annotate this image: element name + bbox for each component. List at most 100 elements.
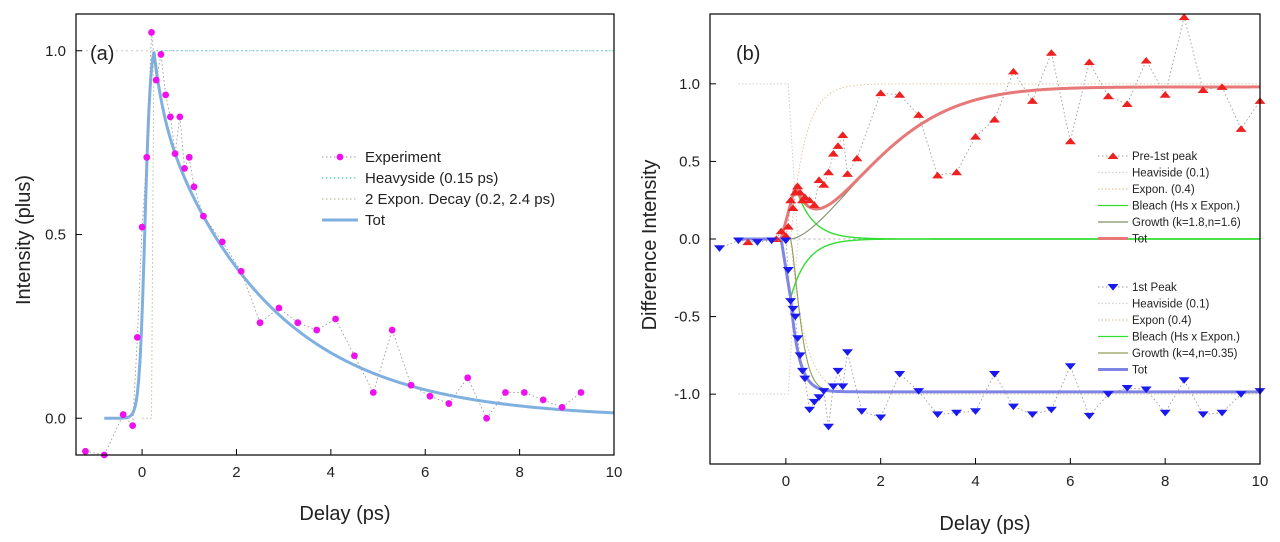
panel-a-experiment-point (190, 183, 198, 191)
panel-a-legend-label-2-expon-decay-0-2-2-4-ps: 2 Expon. Decay (0.2, 2.4 ps) (365, 191, 555, 208)
panel-b-1st-peak-point (1026, 411, 1038, 418)
panel-b-y-tick-label: -1.0 (674, 386, 700, 403)
panel-a-experiment-point (129, 422, 137, 429)
panel-a-y-tick-label: 0.0 (45, 410, 66, 427)
panel-a-x-tick-label: 8 (515, 464, 523, 481)
panel-b-y-tick-label: 0.0 (679, 231, 700, 248)
panel-b-1st-peak-point (1121, 384, 1133, 392)
panel-b-legend2-marker-1st-peak (1107, 284, 1119, 291)
panel-b-1st-peak-point (1102, 391, 1114, 398)
panel-a-experiment-point (218, 238, 226, 246)
panel-a-experiment-point (313, 326, 321, 334)
panel-b-1st-peak-point (1007, 403, 1019, 411)
panel-b-legend2-label-expon-0-4: Expon (0.4) (1132, 315, 1192, 327)
panel-b-pre-1st-peak-point (1159, 91, 1171, 98)
panel-a-experiment-point (275, 304, 283, 312)
panel-a-experiment-connector-line (85, 32, 582, 456)
panel-b-pre-1st-peak-point (827, 150, 839, 157)
panel-b-1st-peak-point (837, 383, 849, 391)
panel-a-ticks: 0 2 4 6 8 10 0.0 0.5 1.0 (45, 43, 622, 481)
panel-b-pre-1st-peak-point (913, 111, 925, 118)
panel-b-tot-upper-curve (738, 85, 1260, 241)
panel-a-legend-marker-experiment (336, 153, 344, 161)
panel-b-pre-1st-peak-point (1083, 58, 1095, 66)
panel-b-pre-1st-peak-point (1140, 56, 1152, 64)
panel-a-experiment-point (181, 164, 188, 172)
panel-b-pre-1st-peak-point (1197, 86, 1209, 94)
panel-a-experiment-point (351, 352, 358, 360)
panel-a-experiment-point (237, 267, 245, 275)
panel-b-1st-peak-point (1235, 391, 1247, 398)
panel-b-pre-1st-peak-point (818, 181, 830, 188)
panel-a-experiment-point (445, 400, 453, 407)
panel-b-1st-peak-point (1083, 412, 1095, 420)
panel-b-x-axis-title: Delay (ps) (939, 513, 1030, 535)
panel-b-legend: Pre-1st peak Heaviside (0.1) Expon. (0.4) B… (1098, 151, 1241, 377)
panel-b-1st-peak-point (713, 245, 725, 252)
panel-a-curves (76, 50, 615, 420)
panel-a-experiment-point (200, 212, 207, 220)
panel-b-tag: (b) (736, 43, 760, 65)
panel-b-1st-peak-point (875, 414, 887, 422)
panel-a-experiment-point (369, 389, 377, 396)
panel-a-experiment-point (148, 28, 155, 36)
panel-b-pre-1st-peak-point (1235, 125, 1247, 132)
panel-b-pre-1st-peak-point (1045, 49, 1057, 56)
panel-b-1st-peak-point (832, 367, 844, 375)
panel-b-legend1-label-tot: Tot (1132, 234, 1148, 246)
panel-b-legend2-label-1st-peak: 1st Peak (1132, 282, 1177, 294)
panel-a-x-axis-title: Delay (ps) (299, 503, 390, 525)
panel-b-pre-1st-peak-point (832, 142, 844, 149)
panel-b-pre-1st-peak-point (742, 238, 754, 246)
panel-b-pre-1st-peak-point (1178, 13, 1190, 21)
panel-b-y-tick-label: -0.5 (674, 309, 700, 326)
panel-b-1st-peak-point (1140, 386, 1152, 394)
panel-a-legend: Experiment Heavyside (0.15 ps) 2 Expon. De… (322, 149, 555, 229)
panel-a-experiment-point (157, 51, 165, 58)
panel-b-legend2-label-tot: Tot (1132, 365, 1148, 377)
panel-b-1st-peak-point (827, 383, 839, 391)
panel-a-experiment-point (176, 113, 184, 121)
panel-b-legend1-label-heaviside-0-1: Heaviside (0.1) (1132, 168, 1210, 180)
panel-b-legend2-label-heaviside-0-1: Heaviside (0.1) (1132, 299, 1210, 311)
panel-a-experiment-point (162, 91, 170, 99)
panel-b-1st-peak-point (804, 406, 816, 414)
panel-b-pre-1st-peak-point (894, 91, 906, 98)
panel-b-pre-1st-peak-point (799, 193, 811, 201)
panel-b-1st-peak-point (1216, 409, 1228, 417)
panel-b-legend2-label-bleach-hs-x-expon: Bleach (Hs x Expon.) (1132, 332, 1240, 344)
panel-b-pre-1st-peak-point (782, 222, 794, 230)
panel-b-x-tick-label: 8 (1161, 473, 1169, 490)
panel-b-pre-1st-peak-point (837, 131, 849, 139)
panel-a-x-tick-label: 4 (327, 464, 335, 481)
panel-b-1st-peak-point (842, 349, 853, 356)
panel-b-legend1-label-bleach-hs-x-expon: Bleach (Hs x Expon.) (1132, 201, 1240, 213)
panel-b-pre-1st-peak-point (1121, 100, 1133, 107)
panel-a-experiment-point (256, 319, 264, 327)
panel-b-y-axis-title: Difference Intensity (639, 160, 661, 331)
panel-a-experiment-point (520, 389, 528, 396)
panel-b-pre-1st-peak-point (808, 201, 820, 208)
panel-b-1st-peak-point (787, 305, 799, 313)
panel-a-experiment-point (502, 389, 509, 396)
panel-b-1st-peak-point (766, 237, 778, 245)
panel-b-1st-peak-point (970, 408, 982, 415)
panel-a-experiment-point (388, 326, 396, 334)
panel-b-curves (738, 83, 1260, 395)
panel-b-pre-1st-peak-point (780, 232, 792, 239)
panel-b-1st-peak-point (780, 237, 792, 245)
panel-a-experiment-point (407, 381, 415, 389)
panel-a-experiment-point (166, 113, 174, 121)
panel-b-heaviside-lower-curve (738, 238, 799, 395)
panel-a-legend-label-heavyside-0-15-ps: Heavyside (0.15 ps) (365, 170, 498, 187)
panel-a-tot-curve (104, 51, 615, 420)
panel-b-1st-peak-point (732, 237, 744, 245)
panel-b-1st-peak-point (794, 352, 806, 359)
panel-b-expon-lower-curve (790, 238, 1260, 395)
panel-b-pre-1st-peak-point (792, 182, 804, 190)
panel-a-x-tick-label: 2 (232, 464, 240, 481)
panel-b-y-tick-label: 1.0 (679, 76, 700, 93)
panel-a-experiment-point (152, 76, 160, 84)
panel-b-x-tick-label: 2 (877, 473, 885, 490)
